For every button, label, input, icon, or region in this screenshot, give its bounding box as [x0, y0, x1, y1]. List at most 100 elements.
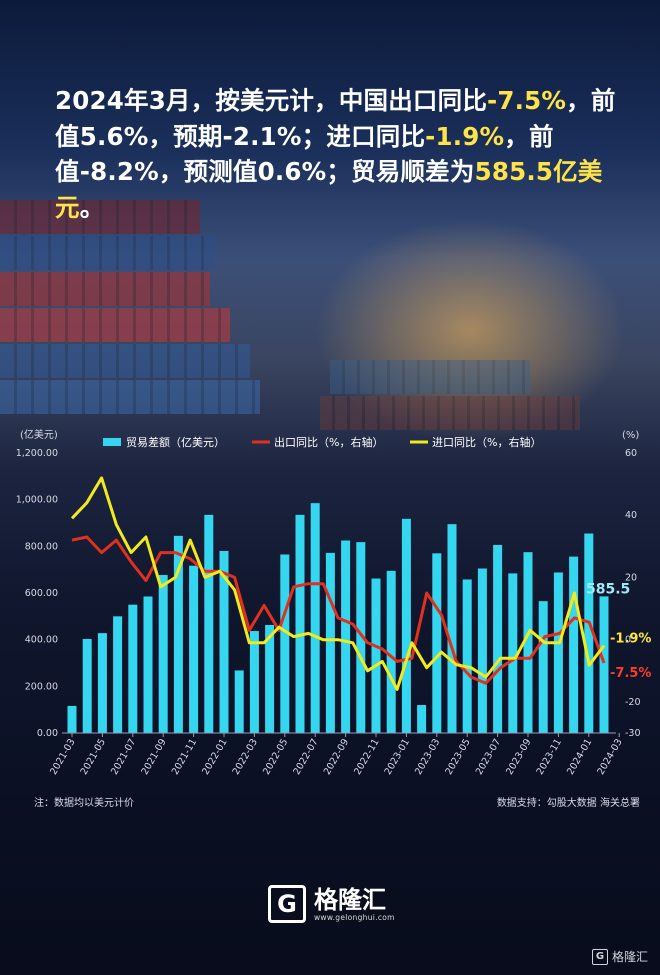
trade-chart: 贸易差额（亿美元） 出口同比（%，右轴） 进口同比（%，右轴） (亿美元) (%… — [16, 428, 652, 809]
trade-balance-bar — [82, 638, 92, 733]
trade-balance-bar — [523, 552, 533, 733]
trade-balance-bar — [234, 670, 244, 733]
x-tick-label: 2022-09 — [322, 737, 351, 777]
export-yoy-highlight: -7.5% — [487, 86, 567, 115]
brand-mark-icon: G — [268, 885, 306, 923]
x-tick-label: 2021-09 — [139, 737, 168, 777]
annotation-export-yoy: -7.5% — [610, 666, 651, 681]
trade-balance-bar — [386, 570, 396, 733]
trade-balance-bar — [158, 575, 168, 733]
left-axis-unit: (亿美元) — [20, 428, 58, 441]
trade-balance-bar — [569, 556, 579, 733]
corner-text: 格隆汇 — [611, 950, 648, 964]
trade-balance-bar — [173, 535, 183, 733]
x-tick-label: 2021-07 — [109, 737, 138, 777]
trade-balance-bars — [67, 503, 609, 733]
x-tick-label: 2023-09 — [504, 737, 533, 777]
annotation-trade-surplus: 585.5 — [586, 581, 630, 597]
x-tick-label: 2024-01 — [565, 737, 594, 777]
left-tick-label: 1,200.00 — [16, 448, 58, 459]
legend-swatch-bar — [103, 438, 121, 446]
trade-balance-bar — [143, 596, 153, 733]
x-axis: 2021-03 2021-05 2021-07 2021-09 2021-11 2022-… — [48, 732, 625, 777]
trade-balance-bar — [538, 601, 548, 733]
x-tick-label: 2023-07 — [474, 737, 503, 777]
x-tick-label: 2022-03 — [231, 737, 260, 777]
trade-balance-bar — [204, 514, 214, 733]
legend-label-export: 出口同比（%，右轴） — [274, 435, 383, 449]
corner-mark-icon: G — [591, 948, 608, 965]
trade-balance-bar — [67, 705, 77, 733]
trade-balance-bar — [325, 552, 335, 733]
trade-balance-bar — [432, 553, 442, 733]
x-tick-label: 2022-11 — [352, 737, 381, 777]
x-tick-label: 2022-01 — [200, 737, 229, 777]
left-tick-label: 200.00 — [25, 681, 58, 692]
legend-label-bar: 贸易差额（亿美元） — [126, 435, 225, 449]
brand-url: www.gelonghui.com — [314, 912, 395, 922]
left-tick-label: 400.00 — [25, 635, 58, 646]
trade-balance-bar — [341, 540, 351, 733]
trade-balance-bar — [113, 616, 123, 733]
x-tick-label: 2023-11 — [535, 737, 564, 777]
x-tick-label: 2021-11 — [170, 737, 199, 777]
left-tick-label: 600.00 — [25, 588, 58, 599]
corner-watermark: G 格隆汇 — [591, 948, 648, 965]
trade-balance-bar — [508, 573, 518, 733]
trade-balance-bar — [462, 579, 472, 733]
x-tick-label: 2023-01 — [383, 737, 412, 777]
trade-balance-bar — [599, 596, 609, 733]
brand-text: 格隆汇 www.gelonghui.com — [314, 887, 395, 922]
trade-balance-bar — [371, 578, 381, 733]
trade-balance-bar — [584, 533, 594, 733]
yoy-lines — [70, 476, 606, 691]
trade-balance-bar — [265, 624, 275, 733]
headline-part-4: 。 — [79, 192, 105, 222]
trade-balance-bar — [401, 518, 411, 733]
trade-balance-bar — [477, 568, 487, 733]
headline-part-1: 2024年3月，按美元计，中国出口同比 — [55, 86, 488, 115]
legend-label-import: 进口同比（%，右轴） — [432, 435, 541, 449]
x-tick-label: 2021-05 — [79, 737, 108, 777]
trade-balance-bar — [219, 551, 229, 733]
right-axis-unit: (%) — [622, 430, 639, 441]
x-tick-label: 2023-03 — [413, 737, 442, 777]
x-tick-label: 2024-03 — [595, 737, 624, 777]
brand-logo: G 格隆汇 www.gelonghui.com — [268, 882, 395, 926]
end-annotations: 585.5 -1.9% -7.5% — [586, 581, 651, 681]
trade-balance-bar — [128, 604, 138, 733]
x-tick-label: 2022-05 — [261, 737, 290, 777]
right-tick-label: 60 — [625, 448, 637, 459]
right-tick-label: 20 — [625, 572, 637, 583]
annotation-import-yoy: -1.9% — [610, 632, 651, 647]
data-source: 数据支持：勾股大数据 海关总署 — [497, 796, 640, 809]
trade-balance-bar — [553, 572, 563, 733]
left-axis: 0.00 200.00 400.00 600.00 800.00 1,000.00 1,20… — [16, 448, 58, 739]
x-tick-label: 2022-07 — [291, 737, 320, 777]
trade-balance-bar — [417, 705, 427, 733]
right-tick-label: 0 — [625, 635, 631, 646]
brand-name: 格隆汇 — [314, 885, 386, 914]
left-tick-label: 0.00 — [37, 728, 58, 739]
right-axis: -30 -20 0 20 40 60 — [625, 448, 641, 739]
headline-part-3: ，前值-8.2%，预测值0.6%；贸易顺差为 — [55, 121, 554, 187]
footnote: 注：数据均以美元计价 — [34, 796, 134, 809]
trade-balance-bar — [97, 633, 107, 733]
x-tick-label: 2023-05 — [443, 737, 472, 777]
left-tick-label: 1,000.00 — [16, 495, 58, 506]
trade-surplus-highlight: 585.5亿美元 — [55, 157, 603, 222]
chart-legend: 贸易差额（亿美元） 出口同比（%，右轴） 进口同比（%，右轴） — [103, 435, 541, 449]
trade-balance-bar — [280, 554, 290, 733]
import-yoy-highlight: -1.9% — [425, 121, 505, 151]
right-tick-label: 40 — [625, 510, 637, 521]
trade-balance-bar — [493, 544, 503, 733]
right-tick-label: -20 — [625, 697, 641, 708]
headline: 2024年3月，按美元计，中国出口同比-7.5%，前值5.6%，预期-2.1%；… — [55, 83, 635, 225]
trade-balance-bar — [249, 631, 259, 733]
trade-balance-bar — [189, 565, 199, 733]
trade-balance-bar — [356, 542, 366, 733]
import-yoy-line — [70, 476, 606, 691]
headline-part-2: ，前值5.6%，预期-2.1%；进口同比 — [55, 86, 616, 151]
trade-balance-bar — [447, 524, 457, 733]
